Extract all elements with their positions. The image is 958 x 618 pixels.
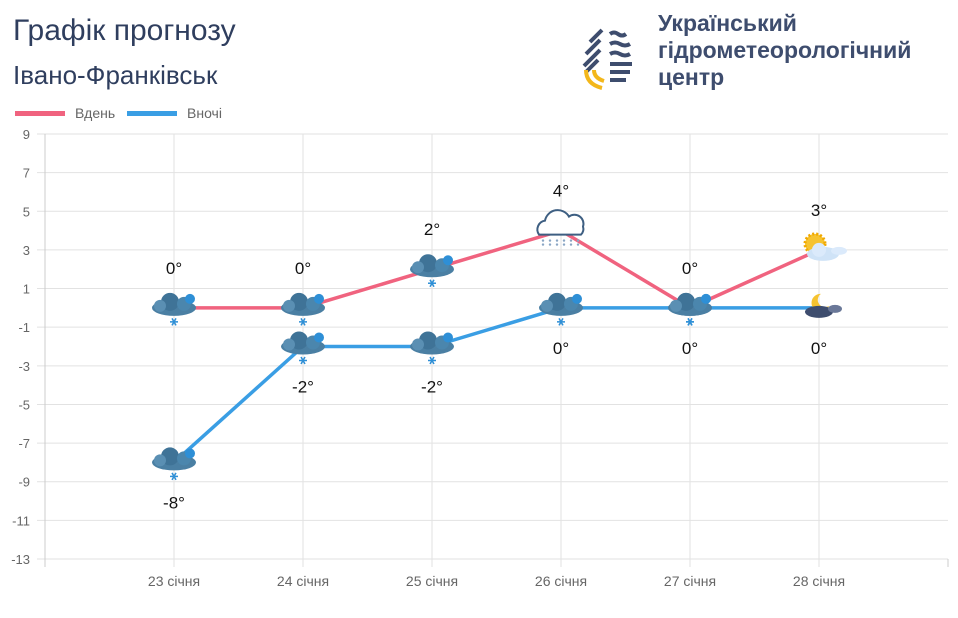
y-tick-label: -13 [11,552,30,567]
x-tick-label: 26 січня [535,573,587,589]
legend-swatch [15,111,65,116]
y-tick-label: -5 [18,397,30,412]
data-label-night: -2° [292,378,314,397]
y-tick-label: -11 [12,513,30,528]
y-tick-label: 9 [23,127,30,142]
snow-cloud-icon [668,292,712,326]
sun-cloud-icon [803,232,847,261]
snow-cloud-icon [152,292,196,326]
data-label-day: 0° [295,259,311,278]
legend-swatch [127,111,177,116]
data-label-night: -8° [163,493,185,512]
x-tick-label: 25 січня [406,573,458,589]
org-line: центр [658,64,725,90]
snow-cloud-icon [410,331,454,365]
data-label-day: 3° [811,201,827,220]
y-tick-label: 3 [23,243,30,258]
data-label-night: 0° [811,339,827,358]
cloud-snow-outline-icon [536,209,585,246]
snow-cloud-icon [281,292,325,326]
legend-label-day: Вдень [75,105,115,121]
y-tick-label: -7 [18,436,30,451]
data-label-night: -2° [421,378,443,397]
data-label-day: 2° [424,220,440,239]
data-label-day: 4° [553,182,569,201]
org-line: Український [658,10,797,36]
org-name: Український гідрометеорологічний центр [658,10,911,91]
legend-label-night: Вночі [187,105,222,121]
snow-cloud-icon [281,331,325,365]
x-tick-label: 23 січня [148,573,200,589]
data-label-night: 0° [553,339,569,358]
y-tick-label: -3 [18,359,30,374]
x-tick-label: 27 січня [664,573,716,589]
org-line: гідрометеорологічний [658,37,912,63]
snow-cloud-icon [152,447,196,481]
y-tick-label: -1 [18,320,30,335]
page-title: Графік прогнозу [13,14,236,47]
city-name: Івано-Франківськ [13,60,218,90]
series-line-day [174,228,820,310]
data-label-day: 0° [682,259,698,278]
x-tick-label: 28 січня [793,573,845,589]
series-line-night [172,306,819,464]
logo-icon [582,16,632,90]
data-label-day: 0° [166,259,182,278]
y-tick-label: 5 [23,204,30,219]
snow-cloud-icon [539,292,583,326]
y-tick-label: 7 [23,166,30,181]
y-tick-label: -9 [18,475,30,490]
y-tick-label: 1 [23,282,30,297]
x-tick-label: 24 січня [277,573,329,589]
snow-cloud-icon [410,254,454,288]
data-label-night: 0° [682,339,698,358]
moon-cloud-icon [805,293,842,318]
